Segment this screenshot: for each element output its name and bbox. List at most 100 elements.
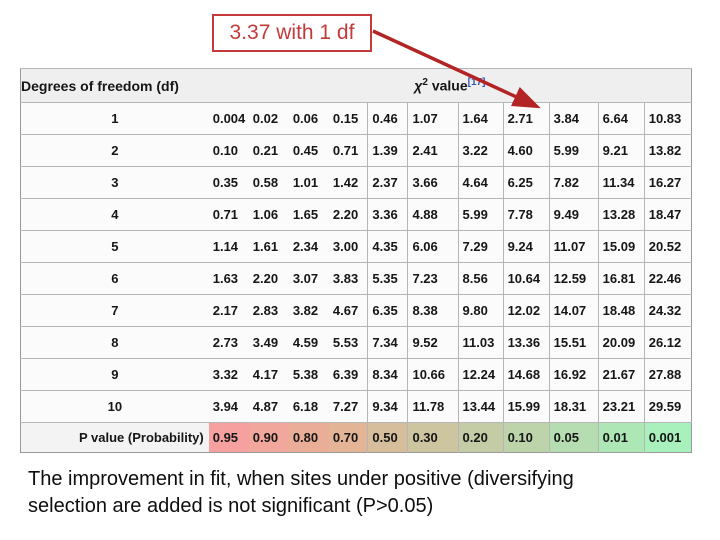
p-value-label: P value (Probability) bbox=[20, 422, 209, 453]
chi-value-cell: 5.99 bbox=[457, 198, 504, 231]
chi-value-cell: 12.24 bbox=[457, 358, 504, 391]
chi-value-cell: 4.60 bbox=[502, 134, 550, 167]
chi-value-cell: 13.82 bbox=[643, 134, 692, 167]
chi-value-cell: 0.004 bbox=[208, 102, 249, 135]
chi-value-cell: 3.32 bbox=[208, 358, 249, 391]
chi-value-cell: 1.39 bbox=[367, 134, 408, 167]
df-cell: 9 bbox=[20, 358, 209, 391]
chi-value-cell: 6.64 bbox=[597, 102, 645, 135]
chi-value-cell: 22.46 bbox=[643, 262, 692, 295]
chi-value-cell: 11.78 bbox=[407, 390, 459, 423]
p-value-cell: 0.90 bbox=[248, 422, 289, 453]
chi-value-cell: 14.68 bbox=[502, 358, 550, 391]
chi-value-cell: 6.18 bbox=[288, 390, 329, 423]
chi-value-cell: 29.59 bbox=[643, 390, 692, 423]
p-value-cell: 0.30 bbox=[407, 422, 459, 453]
chi-value-cell: 3.94 bbox=[208, 390, 249, 423]
chi-value-cell: 3.82 bbox=[288, 294, 329, 327]
table-row: 10 3.94 4.87 6.18 7.27 9.34 11.78 13.44 15.99 18.… bbox=[20, 390, 692, 423]
chi-value-cell: 7.23 bbox=[407, 262, 459, 295]
chi-value-cell: 1.64 bbox=[457, 102, 504, 135]
p-value-cell: 0.20 bbox=[457, 422, 504, 453]
chi-value-cell: 9.49 bbox=[548, 198, 599, 231]
chi-value-cell: 0.02 bbox=[248, 102, 289, 135]
chi-value-cell: 9.24 bbox=[502, 230, 550, 263]
df-cell: 6 bbox=[20, 262, 209, 295]
chi-value-cell: 4.67 bbox=[328, 294, 368, 327]
chi-value-cell: 15.51 bbox=[548, 326, 599, 359]
chi-value-cell: 0.06 bbox=[288, 102, 329, 135]
chi-value-cell: 2.73 bbox=[208, 326, 249, 359]
caption-line-2: selection are added is not significant (… bbox=[28, 495, 434, 517]
table-row: 6 1.63 2.20 3.07 3.83 5.35 7.23 8.56 10.64 12.59 1… bbox=[20, 262, 692, 295]
table-row: 3 0.35 0.58 1.01 1.42 2.37 3.66 4.64 6.25 7.82 11.… bbox=[20, 166, 692, 199]
callout-box: 3.37 with 1 df bbox=[212, 14, 372, 52]
chi-value-cell: 1.65 bbox=[288, 198, 329, 231]
chi-value-cell: 15.99 bbox=[502, 390, 550, 423]
chi-value-cell: 2.34 bbox=[288, 230, 329, 263]
chi-value-cell: 7.34 bbox=[367, 326, 408, 359]
df-cell: 10 bbox=[20, 390, 209, 423]
chi-value-cell: 8.38 bbox=[407, 294, 459, 327]
chi-value-cell: 8.34 bbox=[367, 358, 408, 391]
chi-value-cell: 3.83 bbox=[328, 262, 368, 295]
chi-value-cell: 7.29 bbox=[457, 230, 504, 263]
chi-value-cell: 1.63 bbox=[208, 262, 249, 295]
chi-value-cell: 0.35 bbox=[208, 166, 249, 199]
chi-value-cell: 13.36 bbox=[502, 326, 550, 359]
chi-value-cell: 4.17 bbox=[248, 358, 289, 391]
chi-value-cell: 2.71 bbox=[502, 102, 550, 135]
chi-value-cell: 11.34 bbox=[597, 166, 645, 199]
chi-value-cell: 1.01 bbox=[288, 166, 329, 199]
chi-value-cell: 0.58 bbox=[248, 166, 289, 199]
chi-value-cell: 10.64 bbox=[502, 262, 550, 295]
chi-value-cell: 5.53 bbox=[328, 326, 368, 359]
table-body: 1 0.004 0.02 0.06 0.15 0.46 1.07 1.64 2.71 3.84 6.… bbox=[20, 102, 692, 423]
p-value-cell: 0.50 bbox=[367, 422, 408, 453]
chi-word: value bbox=[431, 77, 468, 94]
chi-value-cell: 2.20 bbox=[248, 262, 289, 295]
chi-value-cell: 16.92 bbox=[548, 358, 599, 391]
chi-value-cell: 5.99 bbox=[548, 134, 599, 167]
df-cell: 2 bbox=[20, 134, 209, 167]
chi-value-cell: 13.44 bbox=[457, 390, 504, 423]
chi-value-cell: 24.32 bbox=[643, 294, 692, 327]
chi-value-cell: 14.07 bbox=[548, 294, 599, 327]
chi-value-cell: 10.66 bbox=[407, 358, 459, 391]
chi-value-cell: 2.41 bbox=[407, 134, 459, 167]
citation-link[interactable]: [17] bbox=[467, 77, 486, 89]
chi-value-cell: 27.88 bbox=[643, 358, 692, 391]
p-value-cell: 0.70 bbox=[328, 422, 368, 453]
chi-value-cell: 6.25 bbox=[502, 166, 550, 199]
table-row: 7 2.17 2.83 3.82 4.67 6.35 8.38 9.80 12.02 14.07 1… bbox=[20, 294, 692, 327]
chi-value-cell: 6.35 bbox=[367, 294, 408, 327]
chi-value-cell: 18.48 bbox=[597, 294, 645, 327]
chi-value-cell: 3.00 bbox=[328, 230, 368, 263]
chi-value-cell: 9.80 bbox=[457, 294, 504, 327]
callout-label: 3.37 with 1 df bbox=[229, 21, 355, 44]
chi-value-cell: 0.71 bbox=[208, 198, 249, 231]
chi-value-cell: 3.49 bbox=[248, 326, 289, 359]
p-value-row: P value (Probability) 0.95 0.90 0.80 0.70 0.… bbox=[20, 422, 692, 453]
df-cell: 8 bbox=[20, 326, 209, 359]
header-row: Degrees of freedom (df) χ2 value[17] bbox=[20, 68, 692, 103]
chi-value-cell: 1.14 bbox=[208, 230, 249, 263]
chi-value-cell: 0.45 bbox=[288, 134, 329, 167]
chi-value-cell: 4.35 bbox=[367, 230, 408, 263]
chi-value-cell: 7.78 bbox=[502, 198, 550, 231]
chi-value-cell: 9.34 bbox=[367, 390, 408, 423]
chi-value-cell: 12.02 bbox=[502, 294, 550, 327]
df-cell: 3 bbox=[20, 166, 209, 199]
chi-square-table: Degrees of freedom (df) χ2 value[17] 1 0.… bbox=[20, 68, 692, 453]
table-row: 8 2.73 3.49 4.59 5.53 7.34 9.52 11.03 13.36 15.51… bbox=[20, 326, 692, 359]
chi-value-cell: 4.87 bbox=[248, 390, 289, 423]
caption: The improvement in fit, when sites under… bbox=[28, 466, 574, 520]
chi-value-cell: 9.21 bbox=[597, 134, 645, 167]
chi-value-cell: 1.07 bbox=[407, 102, 459, 135]
table-row: 1 0.004 0.02 0.06 0.15 0.46 1.07 1.64 2.71 3.84 6.… bbox=[20, 102, 692, 135]
table-row: 4 0.71 1.06 1.65 2.20 3.36 4.88 5.99 7.78 9.49 13.… bbox=[20, 198, 692, 231]
chi-value-cell: 0.46 bbox=[367, 102, 408, 135]
p-value-cell: 0.80 bbox=[288, 422, 329, 453]
chi-value-cell: 0.15 bbox=[328, 102, 368, 135]
